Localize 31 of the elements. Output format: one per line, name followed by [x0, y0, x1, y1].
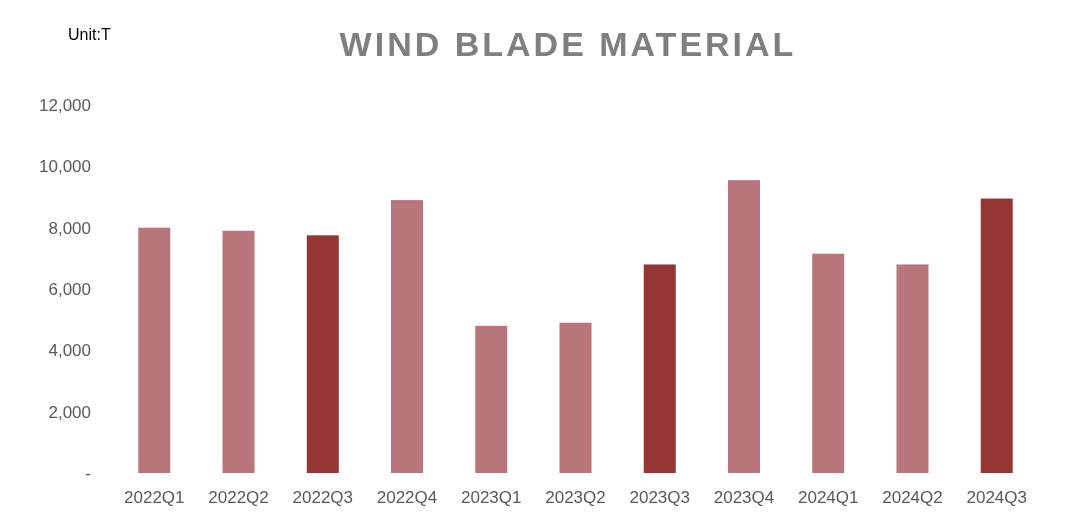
x-tick-label: 2023Q4 — [713, 488, 775, 507]
bar — [222, 230, 255, 473]
bar — [643, 264, 676, 473]
y-axis-title: Unit:T — [68, 26, 111, 43]
bar — [812, 253, 845, 473]
bar — [306, 235, 339, 473]
y-tick-label: 6,000 — [48, 279, 91, 299]
y-tick-label: 8,000 — [48, 218, 91, 238]
x-tick-label: 2022Q4 — [376, 488, 438, 507]
bar — [896, 264, 929, 473]
y-tick-label: 4,000 — [48, 341, 91, 361]
x-tick-label: 2024Q2 — [882, 488, 943, 507]
y-tick-label: 2,000 — [48, 402, 91, 422]
chart-title: WIND BLADE MATERIAL — [339, 25, 797, 63]
bar — [980, 198, 1013, 473]
bar — [559, 322, 592, 473]
y-tick-label: 10,000 — [39, 157, 91, 177]
x-tick-label: 2023Q3 — [629, 488, 690, 507]
x-tick-label: 2022Q3 — [292, 488, 354, 507]
y-tick-label: 12,000 — [39, 95, 91, 115]
x-tick-label: 2023Q2 — [545, 488, 606, 507]
x-tick-label: 2023Q1 — [461, 488, 522, 507]
bar — [475, 325, 508, 473]
bar — [138, 227, 171, 473]
y-tick-label: - — [85, 463, 91, 483]
x-tick-label: 2024Q3 — [966, 488, 1027, 507]
bar — [391, 200, 424, 473]
x-tick-label: 2022Q1 — [124, 488, 185, 507]
bar — [727, 180, 760, 473]
x-tick-label: 2022Q2 — [208, 488, 269, 507]
x-tick-label: 2024Q1 — [797, 488, 859, 507]
